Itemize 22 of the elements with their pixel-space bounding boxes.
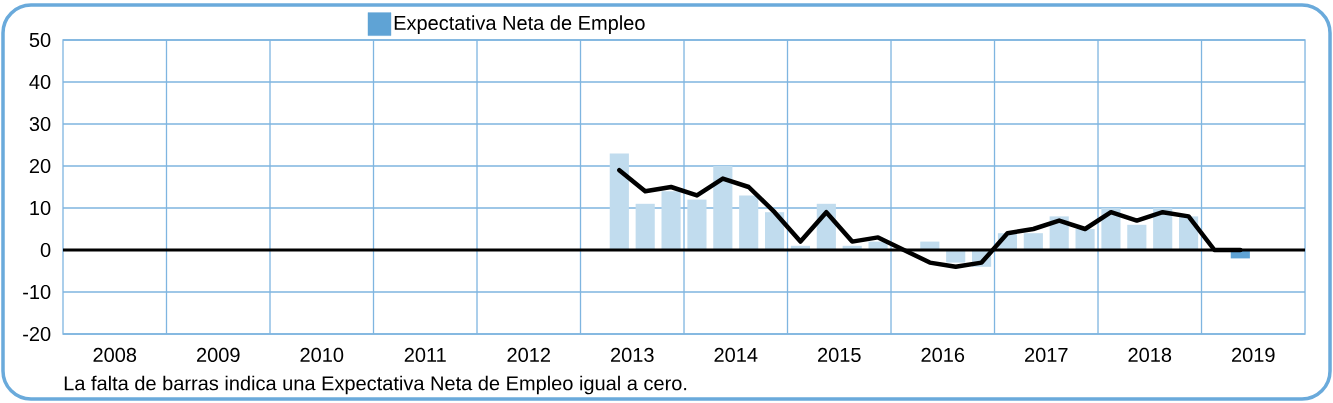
- x-tick-label: 2012: [507, 347, 550, 363]
- y-tick-label: 0: [40, 242, 51, 258]
- x-tick-label: 2010: [300, 347, 344, 363]
- x-tick-label: 2009: [197, 347, 240, 363]
- x-tick-label: 2016: [921, 347, 965, 363]
- x-tick-label: 2017: [1025, 347, 1068, 363]
- x-tick-label: 2018: [1128, 347, 1172, 363]
- legend-label: Expectativa Neta de Empleo: [394, 15, 645, 34]
- x-tick-label: 2019: [1232, 347, 1275, 363]
- text: La falta de barras indica una Expectativa Neta de Empleo igual a cero.: [64, 375, 687, 395]
- y-tick-label: -20: [23, 326, 51, 342]
- x-tick-label: 2008: [93, 347, 137, 363]
- y-tick-label: 40: [29, 74, 51, 90]
- y-tick-label: 20: [29, 158, 51, 174]
- y-tick-label: 30: [29, 116, 51, 132]
- x-tick-label: 2014: [714, 347, 758, 363]
- x-tick-label: 2015: [818, 347, 861, 363]
- y-tick-label: 50: [29, 32, 51, 48]
- x-tick-label: 2011: [404, 347, 446, 363]
- y-tick-label: 10: [30, 200, 51, 216]
- x-tick-label: 2013: [611, 347, 654, 363]
- y-tick-label: -10: [23, 284, 51, 300]
